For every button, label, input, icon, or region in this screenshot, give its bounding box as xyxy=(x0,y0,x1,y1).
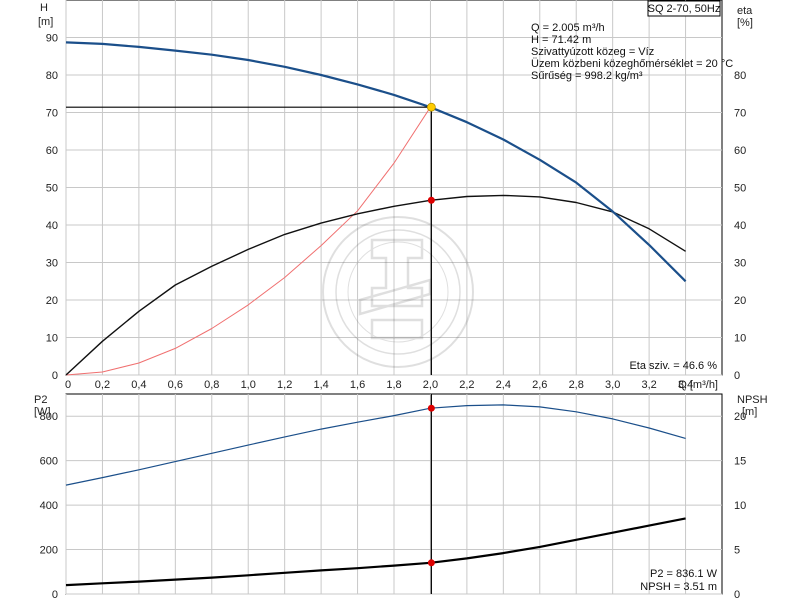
npsh-axis-unit: [m] xyxy=(742,406,757,418)
y-right-axis-title: eta xyxy=(737,5,753,17)
y-left-tick-label: 10 xyxy=(46,333,58,345)
x-tick-label: 2,8 xyxy=(569,379,584,391)
y-left-tick-label: 80 xyxy=(46,70,58,82)
info-line: Üzem közbeni közeghőmérséklet = 20 °C xyxy=(531,58,733,70)
x-tick-label: 2,4 xyxy=(496,379,511,391)
y-left-tick-label: 40 xyxy=(46,220,58,232)
y-left-tick-label: 50 xyxy=(46,183,58,195)
x-tick-label: 1,8 xyxy=(386,379,401,391)
npsh-tick-label: 10 xyxy=(734,500,746,512)
y-right-tick-label: 70 xyxy=(734,108,746,120)
x-tick-label: 1,0 xyxy=(241,379,256,391)
npsh-tick-label: 5 xyxy=(734,545,740,557)
model-label-box xyxy=(647,0,721,17)
p2-tick-label: 0 xyxy=(52,589,58,600)
y-right-tick-label: 80 xyxy=(734,70,746,82)
y-left-tick-label: 60 xyxy=(46,145,58,157)
p2-annotation: P2 = 836.1 W xyxy=(650,568,718,580)
npsh-point-marker xyxy=(427,559,435,567)
p2-point-marker xyxy=(427,404,435,412)
x-tick-label: 3,2 xyxy=(641,379,656,391)
watermark-logo xyxy=(322,216,474,368)
red-curve-line xyxy=(65,106,431,376)
x-tick-label: 0 xyxy=(65,379,71,391)
p2-axis-title: P2 xyxy=(34,394,47,406)
eta-point-marker xyxy=(427,196,435,204)
x-tick-label: 2,6 xyxy=(532,379,547,391)
npsh-tick-label: 0 xyxy=(734,589,740,600)
info-line: Q = 2.005 m³/h xyxy=(531,22,605,34)
x-tick-label: 0,2 xyxy=(95,379,110,391)
npsh-tick-label: 20 xyxy=(734,411,746,423)
x-tick-label: 1,2 xyxy=(277,379,292,391)
npsh-axis-title: NPSH xyxy=(737,394,768,406)
model-label: SQ 2-70, 50Hz xyxy=(648,3,721,15)
p2-tick-label: 800 xyxy=(40,411,58,423)
y-left-tick-label: 90 xyxy=(46,33,58,45)
npsh-annotation: NPSH = 3.51 m xyxy=(640,581,717,593)
x-tick-label: 0,8 xyxy=(204,379,219,391)
x-tick-label: 0,6 xyxy=(168,379,183,391)
x-tick-label: 0,4 xyxy=(131,379,146,391)
y-right-tick-label: 0 xyxy=(734,370,740,382)
x-tick-label: 3,4 xyxy=(678,379,693,391)
y-left-tick-label: 0 xyxy=(52,370,58,382)
y-left-axis-unit: [m] xyxy=(38,16,53,28)
x-tick-label: 2,0 xyxy=(423,379,438,391)
duty-point-marker xyxy=(426,102,436,112)
watermark-ring xyxy=(347,241,449,343)
y-right-tick-label: 20 xyxy=(734,295,746,307)
x-axis-label: Q [m³/h] xyxy=(678,379,718,391)
watermark-emblem xyxy=(358,238,432,340)
y-left-tick-label: 70 xyxy=(46,108,58,120)
watermark-ring xyxy=(322,216,474,368)
y-right-tick-label: 10 xyxy=(734,333,746,345)
x-tick-label: 1,4 xyxy=(313,379,328,391)
y-left-axis-title: H xyxy=(40,2,48,14)
y-right-tick-label: 60 xyxy=(734,145,746,157)
eta-annotation: Eta sziv. = 46.6 % xyxy=(629,360,717,372)
y-right-tick-label: 50 xyxy=(734,183,746,195)
x-tick-label: 1,6 xyxy=(350,379,365,391)
y-right-axis-unit: [%] xyxy=(737,17,753,29)
p2-tick-label: 600 xyxy=(40,456,58,468)
info-line: H = 71.42 m xyxy=(531,34,591,46)
y-right-tick-label: 30 xyxy=(734,258,746,270)
watermark-ring xyxy=(335,229,461,355)
p2-axis-unit: [W] xyxy=(34,406,51,418)
p2-tick-label: 400 xyxy=(40,500,58,512)
y-left-tick-label: 30 xyxy=(46,258,58,270)
info-line: Szivattyúzott közeg = Víz xyxy=(531,46,654,58)
x-tick-label: 3,0 xyxy=(605,379,620,391)
x-tick-label: 2,2 xyxy=(459,379,474,391)
y-right-tick-label: 40 xyxy=(734,220,746,232)
p2-tick-label: 200 xyxy=(40,545,58,557)
info-line: Sűrűség = 998.2 kg/m³ xyxy=(531,70,643,82)
head-curve-line xyxy=(65,41,687,283)
npsh-curve-line xyxy=(65,517,686,587)
p2-curve-line xyxy=(65,404,686,486)
npsh-tick-label: 15 xyxy=(734,456,746,468)
eta-curve-line xyxy=(65,194,686,376)
y-left-tick-label: 20 xyxy=(46,295,58,307)
